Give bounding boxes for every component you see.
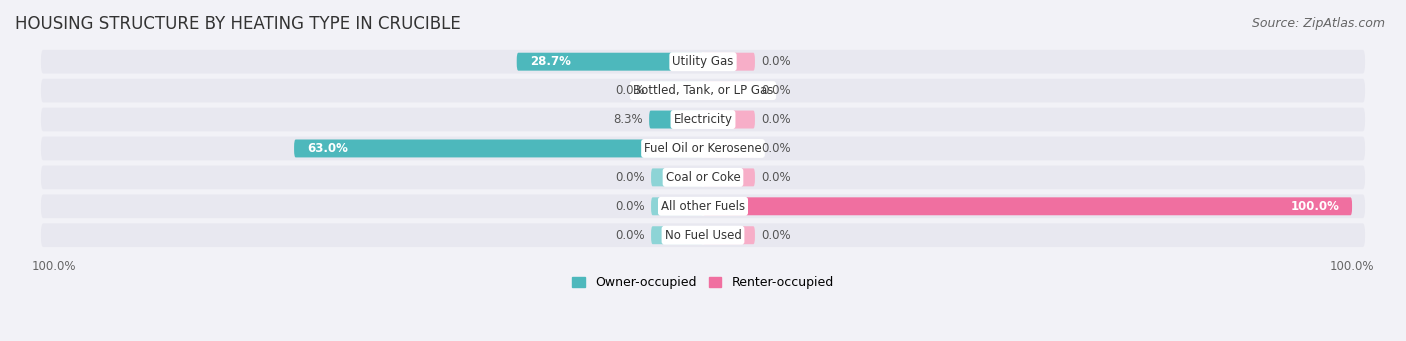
FancyBboxPatch shape xyxy=(703,81,755,100)
FancyBboxPatch shape xyxy=(650,110,703,129)
FancyBboxPatch shape xyxy=(703,168,755,186)
FancyBboxPatch shape xyxy=(294,139,703,158)
Text: 0.0%: 0.0% xyxy=(614,84,644,97)
Text: 0.0%: 0.0% xyxy=(614,200,644,213)
Legend: Owner-occupied, Renter-occupied: Owner-occupied, Renter-occupied xyxy=(568,271,838,294)
FancyBboxPatch shape xyxy=(41,137,1365,160)
Text: 28.7%: 28.7% xyxy=(530,55,571,68)
Text: Coal or Coke: Coal or Coke xyxy=(665,171,741,184)
FancyBboxPatch shape xyxy=(651,226,703,244)
Text: 63.0%: 63.0% xyxy=(307,142,347,155)
Text: Fuel Oil or Kerosene: Fuel Oil or Kerosene xyxy=(644,142,762,155)
FancyBboxPatch shape xyxy=(703,226,755,244)
FancyBboxPatch shape xyxy=(651,168,703,186)
Text: Electricity: Electricity xyxy=(673,113,733,126)
FancyBboxPatch shape xyxy=(651,81,703,100)
FancyBboxPatch shape xyxy=(41,165,1365,189)
Text: No Fuel Used: No Fuel Used xyxy=(665,229,741,242)
FancyBboxPatch shape xyxy=(517,53,703,71)
FancyBboxPatch shape xyxy=(41,50,1365,74)
Text: 0.0%: 0.0% xyxy=(762,113,792,126)
FancyBboxPatch shape xyxy=(703,197,1353,215)
Text: 100.0%: 100.0% xyxy=(1291,200,1339,213)
Text: 0.0%: 0.0% xyxy=(614,171,644,184)
Text: Source: ZipAtlas.com: Source: ZipAtlas.com xyxy=(1251,17,1385,30)
FancyBboxPatch shape xyxy=(41,223,1365,247)
Text: HOUSING STRUCTURE BY HEATING TYPE IN CRUCIBLE: HOUSING STRUCTURE BY HEATING TYPE IN CRU… xyxy=(15,15,461,33)
Text: 0.0%: 0.0% xyxy=(762,142,792,155)
Text: Bottled, Tank, or LP Gas: Bottled, Tank, or LP Gas xyxy=(633,84,773,97)
FancyBboxPatch shape xyxy=(703,110,755,129)
FancyBboxPatch shape xyxy=(41,194,1365,218)
FancyBboxPatch shape xyxy=(703,53,755,71)
Text: 0.0%: 0.0% xyxy=(762,84,792,97)
Text: 0.0%: 0.0% xyxy=(762,55,792,68)
Text: Utility Gas: Utility Gas xyxy=(672,55,734,68)
Text: All other Fuels: All other Fuels xyxy=(661,200,745,213)
FancyBboxPatch shape xyxy=(703,139,755,158)
Text: 0.0%: 0.0% xyxy=(762,171,792,184)
Text: 0.0%: 0.0% xyxy=(762,229,792,242)
FancyBboxPatch shape xyxy=(651,197,703,215)
Text: 0.0%: 0.0% xyxy=(614,229,644,242)
FancyBboxPatch shape xyxy=(41,79,1365,102)
FancyBboxPatch shape xyxy=(41,108,1365,131)
Text: 8.3%: 8.3% xyxy=(613,113,643,126)
